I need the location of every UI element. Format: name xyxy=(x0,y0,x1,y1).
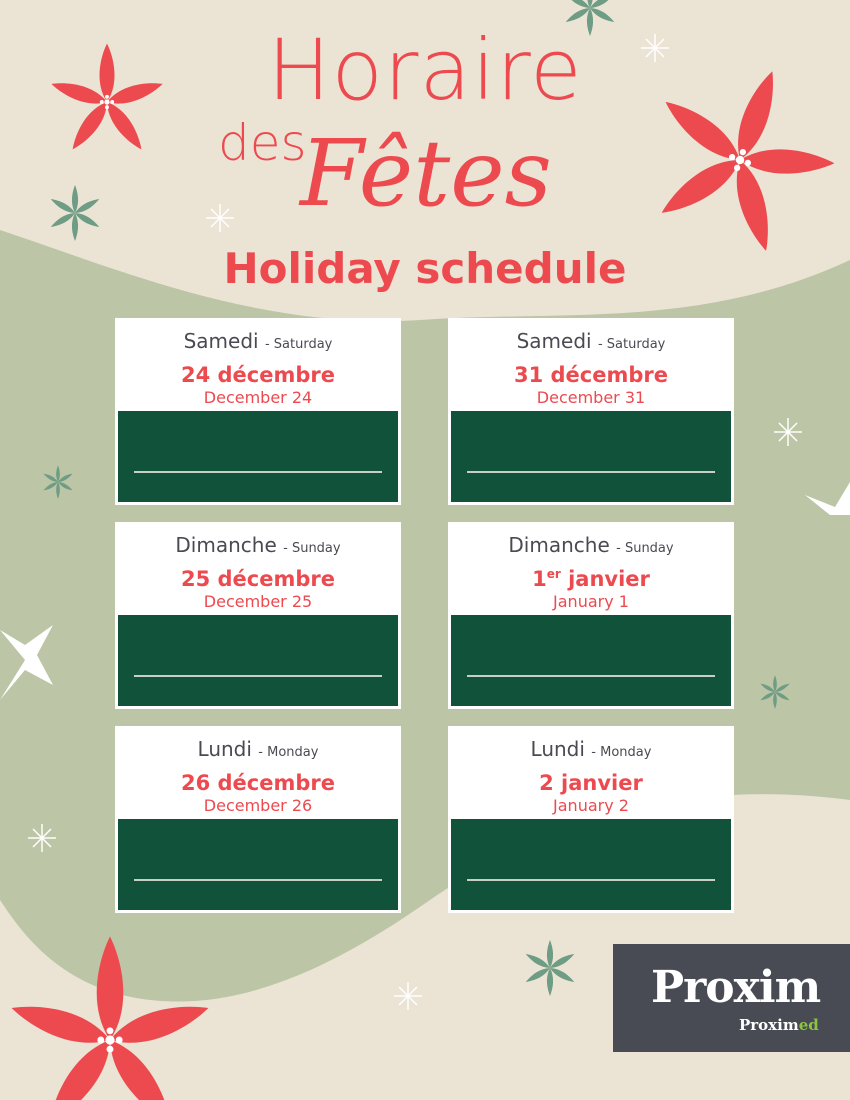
card-day: Dimanche - Sunday xyxy=(118,533,398,561)
day-fr: Dimanche xyxy=(508,533,610,557)
schedule-card: Dimanche - Sunday 25 décembre December 2… xyxy=(115,522,401,709)
card-header: Lundi - Monday 2 janvier January 2 xyxy=(451,729,731,817)
date-fr-main: 2 janvier xyxy=(539,771,643,795)
day-fr: Samedi xyxy=(183,329,259,353)
hours-write-line xyxy=(134,675,382,677)
card-header: Samedi - Saturday 24 décembre December 2… xyxy=(118,321,398,409)
date-fr: 24 décembre xyxy=(118,357,398,388)
date-en: December 25 xyxy=(203,592,313,611)
day-fr: Dimanche xyxy=(175,533,277,557)
hours-write-line xyxy=(467,879,715,881)
schedule-card: Samedi - Saturday 31 décembre December 3… xyxy=(448,318,734,505)
schedule-card: Lundi - Monday 26 décembre December 26 xyxy=(115,726,401,913)
hours-write-line xyxy=(134,879,382,881)
proxim-logo: Proxim Proximed xyxy=(613,944,850,1052)
hours-write-line xyxy=(134,471,382,473)
date-en: January 2 xyxy=(553,796,629,815)
hours-area xyxy=(451,409,731,502)
date-fr-main: 1 xyxy=(532,567,547,591)
hours-area xyxy=(118,409,398,502)
card-day: Lundi - Monday xyxy=(118,737,398,765)
date-fr-main: 31 décembre xyxy=(513,363,668,387)
date-en: December 26 xyxy=(203,796,313,815)
day-en: - Sunday xyxy=(283,541,341,556)
card-day: Dimanche - Sunday xyxy=(451,533,731,561)
card-header: Dimanche - Sunday 1er janvier January 1 xyxy=(451,525,731,613)
date-en: December 24 xyxy=(203,388,313,407)
logo-sub-a: Prox xyxy=(739,1016,778,1034)
day-fr: Samedi xyxy=(516,329,592,353)
day-en: - Sunday xyxy=(616,541,674,556)
day-en: - Saturday xyxy=(264,337,333,352)
schedule-card: Samedi - Saturday 24 décembre December 2… xyxy=(115,318,401,505)
day-fr: Lundi xyxy=(530,737,585,761)
logo-sub-b: im xyxy=(777,1016,799,1034)
title-horaire: Horaire xyxy=(267,21,583,119)
date-en: January 1 xyxy=(553,592,629,611)
date-fr-main: 25 décembre xyxy=(180,567,335,591)
date-fr-main: 26 décembre xyxy=(180,771,335,795)
hours-write-line xyxy=(467,675,715,677)
logo-brand: Proxim xyxy=(651,962,821,1013)
schedule-card: Lundi - Monday 2 janvier January 2 xyxy=(448,726,734,913)
hours-area xyxy=(451,613,731,706)
card-header: Lundi - Monday 26 décembre December 26 xyxy=(118,729,398,817)
date-fr-rest: janvier xyxy=(560,567,650,591)
card-header: Samedi - Saturday 31 décembre December 3… xyxy=(451,321,731,409)
date-fr-sup: er xyxy=(546,567,561,581)
hours-write-line xyxy=(467,471,715,473)
card-day: Lundi - Monday xyxy=(451,737,731,765)
logo-sub-c: ed xyxy=(798,1016,819,1034)
date-fr: 25 décembre xyxy=(118,561,398,592)
date-fr: 2 janvier xyxy=(451,765,731,796)
day-en: - Monday xyxy=(591,745,652,760)
date-fr: 31 décembre xyxy=(451,357,731,388)
day-fr: Lundi xyxy=(197,737,252,761)
day-en: - Monday xyxy=(258,745,319,760)
date-fr: 1er janvier xyxy=(451,561,731,592)
title-fetes: Fêtes xyxy=(300,120,552,227)
hours-area xyxy=(451,817,731,910)
card-day: Samedi - Saturday xyxy=(118,329,398,357)
logo-sub-brand: Proximed xyxy=(739,1016,819,1034)
title-des: des xyxy=(218,114,307,172)
schedule-card: Dimanche - Sunday 1er janvier January 1 xyxy=(448,522,734,709)
hours-area xyxy=(118,613,398,706)
title-holiday-schedule: Holiday schedule xyxy=(223,244,627,293)
day-en: - Saturday xyxy=(597,337,666,352)
hours-area xyxy=(118,817,398,910)
card-day: Samedi - Saturday xyxy=(451,329,731,357)
date-en: December 31 xyxy=(536,388,646,407)
date-fr-main: 24 décembre xyxy=(180,363,335,387)
date-fr: 26 décembre xyxy=(118,765,398,796)
card-header: Dimanche - Sunday 25 décembre December 2… xyxy=(118,525,398,613)
